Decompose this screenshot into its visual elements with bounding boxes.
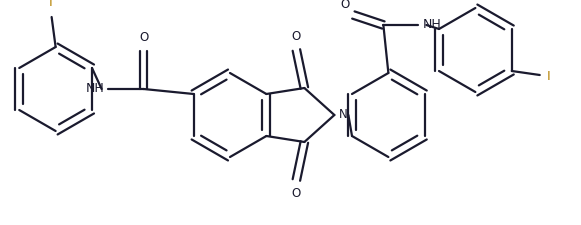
Text: O: O bbox=[292, 187, 301, 200]
Text: O: O bbox=[139, 31, 148, 44]
Text: NH: NH bbox=[422, 18, 441, 32]
Text: I: I bbox=[547, 70, 550, 83]
Text: NH: NH bbox=[86, 83, 105, 95]
Text: O: O bbox=[340, 0, 350, 11]
Text: N: N bbox=[339, 108, 348, 122]
Text: I: I bbox=[49, 0, 52, 9]
Text: O: O bbox=[292, 30, 301, 43]
